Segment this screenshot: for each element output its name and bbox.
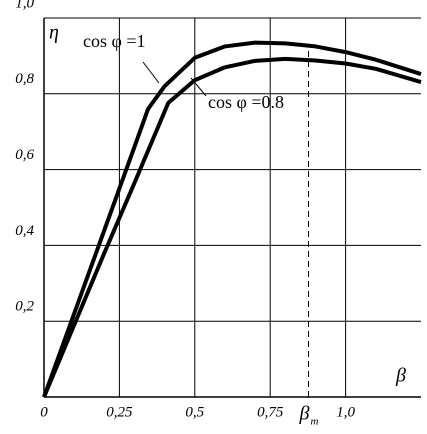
x-tick-label: 0,75 [257,404,284,420]
line [42,56,422,398]
x-axis-label: β [395,365,406,387]
line [42,40,422,398]
y-tick-label: 1,0 [15,0,34,11]
y-tick-label: 0,8 [15,71,34,87]
marker-subscript: m [311,416,319,428]
y-tick-label: 0,4 [15,223,34,239]
marker-label: β [299,403,310,425]
leader-line [142,61,160,84]
y-tick-label: 0,2 [15,299,34,315]
x-tick-label: 0 [40,404,48,420]
x-tick-label: 0,5 [185,404,204,420]
legend-label: cos φ =0.8 [208,92,284,112]
x-tick-label: 1,0 [336,404,355,420]
x-tick-label: 0,25 [106,404,133,420]
y-tick-label: 0,6 [15,147,34,163]
y-axis-label: η [49,22,59,44]
legend-label: cos φ =1 [83,31,146,51]
